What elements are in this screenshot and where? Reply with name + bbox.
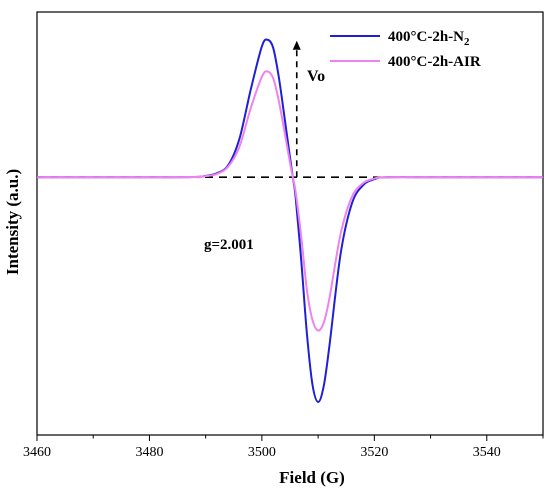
x-tick-label: 3520 <box>360 445 388 460</box>
legend-entry-n2: 400°C-2h-N2 <box>388 29 470 48</box>
plot-frame <box>36 11 544 436</box>
g-value-label: g=2.001 <box>204 237 254 253</box>
x-axis-title: Field (G) <box>279 468 345 487</box>
x-tick-label: 3540 <box>473 445 501 460</box>
x-tick-label: 3500 <box>248 445 276 460</box>
legend-label-air: 400°C-2h-AIR <box>388 54 481 70</box>
legend-label-n2: 400°C-2h-N <box>388 29 464 45</box>
vo-arrow-head <box>292 40 301 50</box>
legend-label-n2-subscript: 2 <box>464 36 470 48</box>
legend: 400°C-2h-N2 400°C-2h-AIR <box>330 29 481 70</box>
series-line-air <box>36 70 543 332</box>
plot-layer: 3460 3480 3500 3520 3540 <box>23 11 544 460</box>
vo-arrow-label: Vo <box>307 68 325 85</box>
y-axis-title: Intensity (a.u.) <box>3 169 22 275</box>
x-tick-label: 3480 <box>135 445 163 460</box>
x-tick-label: 3460 <box>23 445 51 460</box>
